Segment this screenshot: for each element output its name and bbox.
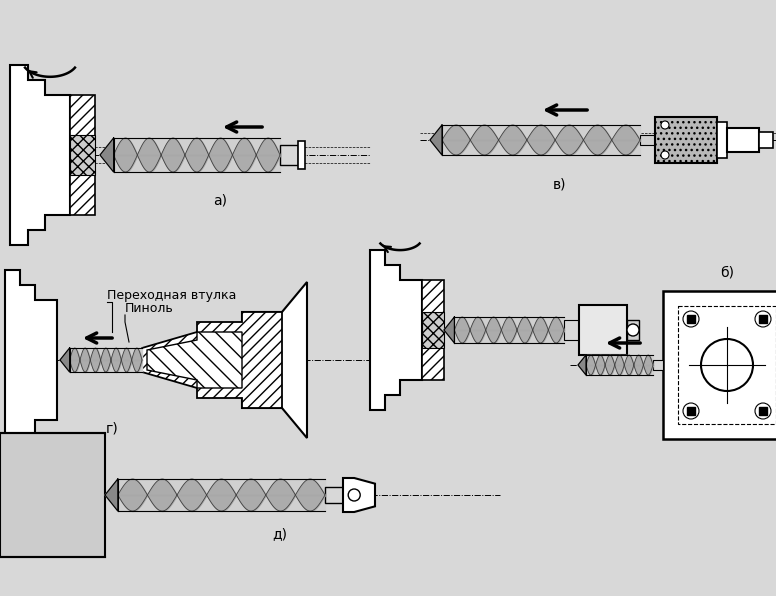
Text: Пиноль: Пиноль [125,302,174,315]
Bar [70,95,95,215]
Circle shape [755,403,771,419]
Bar [298,141,305,169]
Bar [422,312,444,348]
Polygon shape [370,250,422,410]
Polygon shape [105,479,118,511]
Bar [655,117,717,163]
Bar [627,320,639,340]
Polygon shape [242,282,307,438]
Text: Переходная втулка: Переходная втулка [107,289,237,302]
Polygon shape [10,65,70,245]
Circle shape [661,151,669,159]
Circle shape [755,311,771,327]
Polygon shape [444,317,455,343]
Bar [0,433,105,557]
Polygon shape [147,332,242,388]
Text: д): д) [272,527,287,541]
Bar [579,305,627,355]
Bar [717,122,727,158]
Bar [759,132,773,148]
Text: в): в) [553,178,566,192]
Circle shape [627,324,639,336]
Bar [280,145,298,165]
Bar [422,280,444,380]
Text: а): а) [213,193,227,207]
Polygon shape [578,355,586,375]
Bar [564,320,579,340]
Polygon shape [100,138,113,172]
Text: г): г) [106,422,119,436]
Polygon shape [5,270,57,450]
Text: б): б) [720,265,734,279]
Bar [678,306,776,424]
Circle shape [683,311,699,327]
Circle shape [348,489,360,501]
Bar [653,360,663,370]
Bar [325,487,343,503]
Bar [663,291,776,439]
Polygon shape [60,348,70,372]
Circle shape [701,339,753,391]
Circle shape [661,121,669,129]
Circle shape [683,403,699,419]
Bar [727,128,759,152]
Bar [70,135,95,175]
Polygon shape [430,125,442,155]
Polygon shape [343,478,375,512]
Polygon shape [142,312,282,408]
Bar [640,135,655,145]
